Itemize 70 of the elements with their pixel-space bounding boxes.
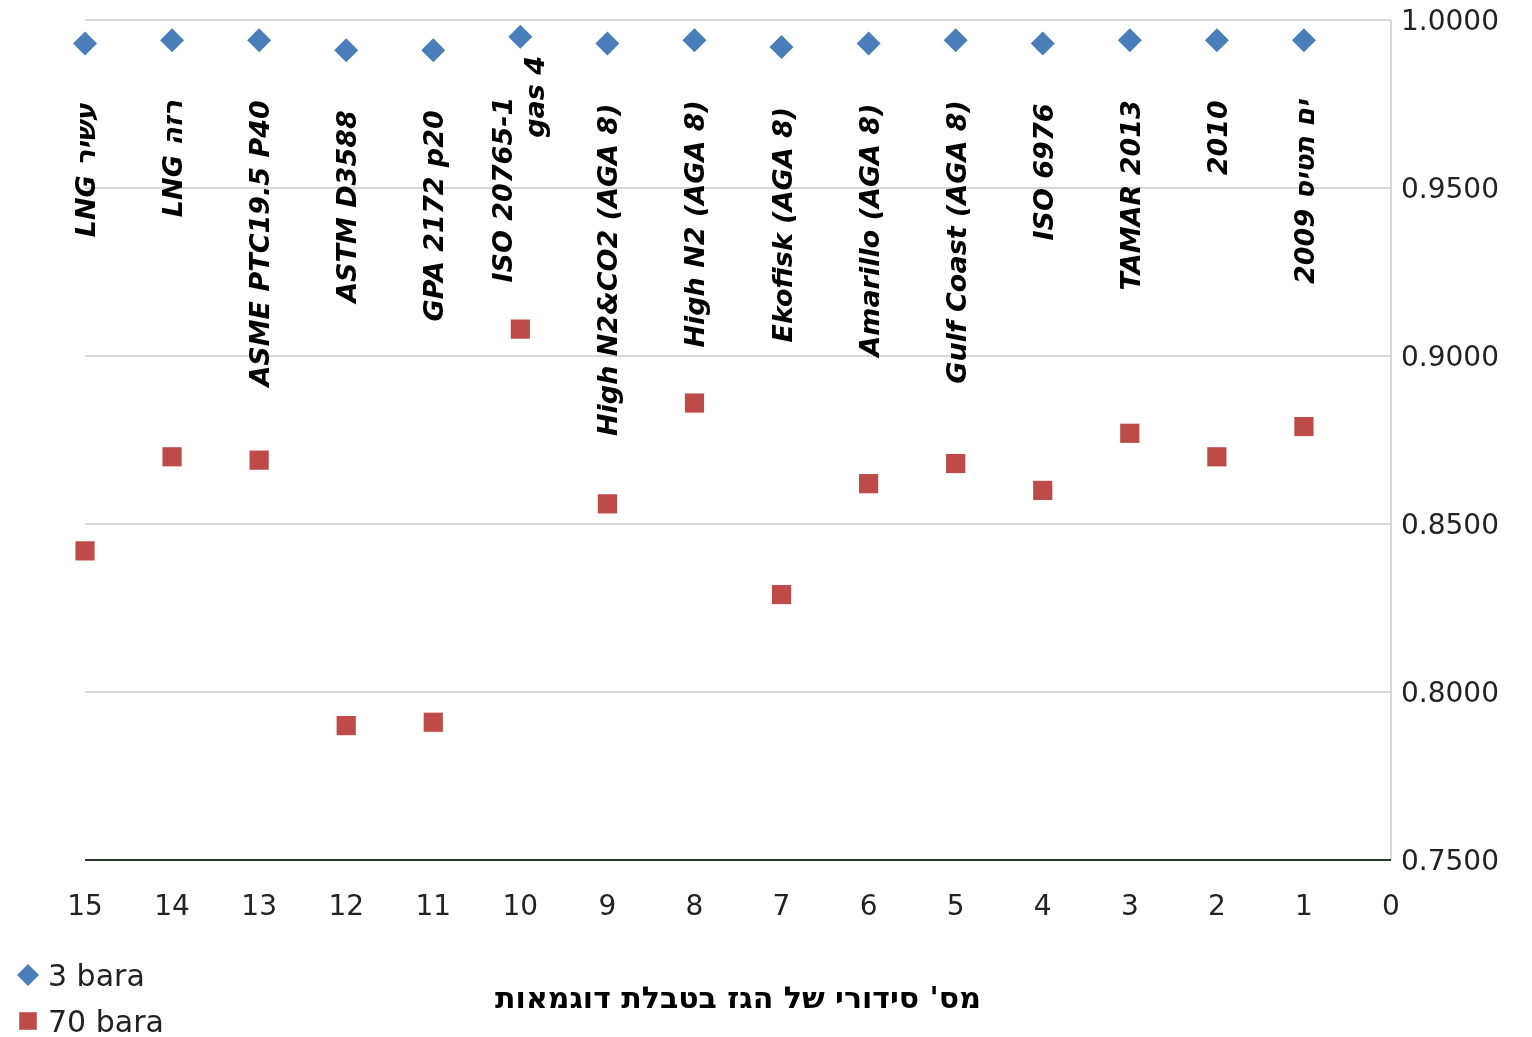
- annotation: ASTM D3588: [331, 110, 363, 305]
- point: [1117, 28, 1142, 53]
- x-tick-label: 9: [598, 889, 617, 922]
- annotation: High N2 (AGA 8): [679, 100, 711, 348]
- point: [769, 34, 794, 59]
- annotation: LNG רזה: [157, 100, 189, 218]
- point: [1294, 416, 1314, 437]
- x-tick-label: 12: [328, 889, 365, 922]
- point: [336, 716, 356, 736]
- y-tick-label: 0.9000: [1401, 339, 1499, 373]
- annotation: Gulf Coast (AGA 8): [940, 100, 972, 384]
- x-tick-label: 14: [154, 889, 190, 922]
- point: [595, 31, 620, 56]
- x-tick-label: 2: [1207, 889, 1226, 922]
- point: [160, 28, 185, 53]
- legend-label: 3 bara: [48, 957, 145, 993]
- x-axis-title: מס' סידורי של הגז בטבלת דוגמאות: [495, 980, 981, 1015]
- annotation: Ekofisk (AGA 8): [766, 106, 798, 343]
- x-tick-label: 3: [1120, 889, 1139, 922]
- annotation: 2010: [1201, 100, 1233, 176]
- point: [249, 450, 269, 470]
- x-tick-label: 6: [859, 889, 878, 922]
- point: [334, 38, 359, 63]
- x-tick-label: 4: [1033, 889, 1052, 922]
- point: [597, 494, 617, 514]
- annotation: LNG עשיר: [70, 102, 101, 238]
- x-tick-label: 11: [415, 889, 452, 922]
- point: [1291, 28, 1316, 53]
- point: [510, 319, 530, 339]
- point: [421, 38, 446, 63]
- y-tick-label: 0.9500: [1401, 171, 1499, 205]
- point: [684, 393, 705, 413]
- x-tick-label: 0: [1382, 889, 1400, 922]
- annotation: Amarillo (AGA 8): [853, 103, 885, 359]
- annotation: ים תטיס 2009: [1288, 98, 1320, 284]
- point: [1033, 480, 1053, 500]
- x-tick-label: 13: [241, 889, 277, 922]
- point: [682, 28, 707, 53]
- point: [946, 453, 966, 474]
- point: [1204, 28, 1229, 53]
- y-tick-label: 0.8000: [1401, 675, 1499, 709]
- point: [73, 31, 97, 56]
- point: [1207, 447, 1227, 467]
- point: [162, 447, 182, 467]
- y-tick-label: 1.0000: [1401, 3, 1499, 37]
- annotation: ISO 6976: [1027, 103, 1059, 241]
- point: [856, 31, 881, 56]
- x-tick-label: 8: [685, 889, 704, 922]
- point: [247, 28, 272, 53]
- legend-label: 70 bara: [48, 1003, 164, 1037]
- annotation: GPA 2172 p20: [418, 110, 450, 322]
- x-tick-label: 7: [772, 889, 791, 922]
- annotation: TAMAR 2013: [1114, 100, 1146, 291]
- point: [943, 28, 968, 53]
- point: [1120, 423, 1140, 443]
- point: [771, 584, 792, 605]
- x-tick-label: 5: [946, 889, 965, 922]
- point: [508, 24, 533, 49]
- x-tick-label: 15: [67, 889, 103, 922]
- point: [1030, 31, 1055, 56]
- x-tick-label: 1: [1295, 889, 1313, 922]
- y-tick-label: 0.8500: [1401, 507, 1499, 541]
- point: [75, 541, 95, 561]
- point: [859, 474, 879, 494]
- annotation: ISO 20765-1 gas 4: [487, 55, 551, 283]
- x-tick-label: 10: [502, 889, 539, 922]
- y-tick-label: 0.7500: [1401, 843, 1499, 877]
- point: [423, 712, 443, 732]
- annotation: ASME PTC19.5 P40: [244, 100, 276, 389]
- annotation: High N2&CO2 (AGA 8): [592, 103, 624, 437]
